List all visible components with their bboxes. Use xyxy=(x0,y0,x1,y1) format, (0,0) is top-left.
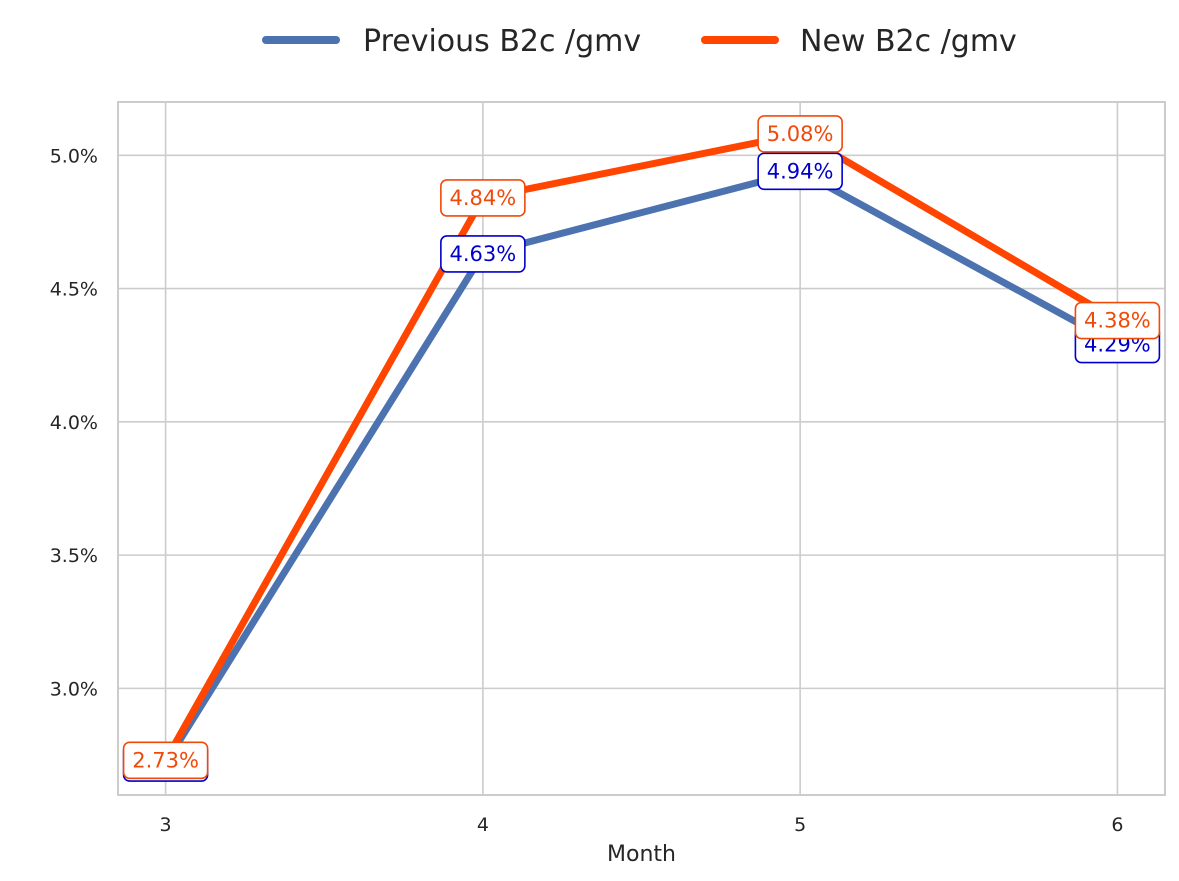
plot-frame xyxy=(117,101,1166,796)
data-label: 4.94% xyxy=(757,152,843,191)
data-label-box xyxy=(1074,301,1161,340)
y-tick-label: 4.0% xyxy=(50,412,98,434)
data-label: 5.08% xyxy=(757,115,843,153)
x-tick-label: 4 xyxy=(477,814,489,836)
x-axis-title: Month xyxy=(607,842,676,867)
data-label-text: 4.94% xyxy=(767,159,834,183)
data-label-text: 4.38% xyxy=(1084,309,1151,333)
x-tick-label: 3 xyxy=(160,814,172,836)
data-label-text: 4.84% xyxy=(450,186,517,210)
data-label-box xyxy=(122,741,209,780)
data-label-text: 4.63% xyxy=(450,242,517,266)
data-label-box xyxy=(757,152,843,191)
legend-label: New B2c /gmv xyxy=(800,24,1017,59)
legend-entry: Previous B2c /gmv xyxy=(262,24,641,59)
y-tick-label: 5.0% xyxy=(50,145,98,167)
data-label-text: 2.73% xyxy=(132,748,199,772)
series-line-0 xyxy=(162,167,1121,767)
data-label: 4.84% xyxy=(440,179,526,217)
data-label-box xyxy=(757,115,843,153)
data-label-box xyxy=(440,179,526,217)
y-tick-label: 4.5% xyxy=(50,279,98,301)
legend: Previous B2c /gmv New B2c /gmv xyxy=(262,24,1017,59)
series-line-1 xyxy=(162,130,1121,764)
legend-entry: New B2c /gmv xyxy=(701,24,1017,59)
data-label: 4.38% xyxy=(1074,301,1161,340)
y-tick-label: 3.5% xyxy=(50,545,98,567)
y-axis-ticks: 3.0% 3.5% 4.0% 4.5% 5.0% xyxy=(50,145,98,700)
grid xyxy=(118,102,1165,795)
data-label-box xyxy=(440,235,526,273)
y-tick-label: 3.0% xyxy=(50,678,98,700)
data-label: 4.63% xyxy=(440,235,526,273)
data-labels: 2.72%4.63%4.94%4.29%2.73%4.84%5.08%4.38% xyxy=(122,115,1161,782)
data-label: 2.73% xyxy=(122,741,209,780)
series-lines xyxy=(162,130,1121,767)
data-label-text: 5.08% xyxy=(767,122,834,146)
x-tick-label: 6 xyxy=(1111,814,1123,836)
legend-label: Previous B2c /gmv xyxy=(363,24,641,59)
x-tick-label: 5 xyxy=(794,814,806,836)
x-axis-ticks: 3 4 5 6 xyxy=(160,814,1124,836)
